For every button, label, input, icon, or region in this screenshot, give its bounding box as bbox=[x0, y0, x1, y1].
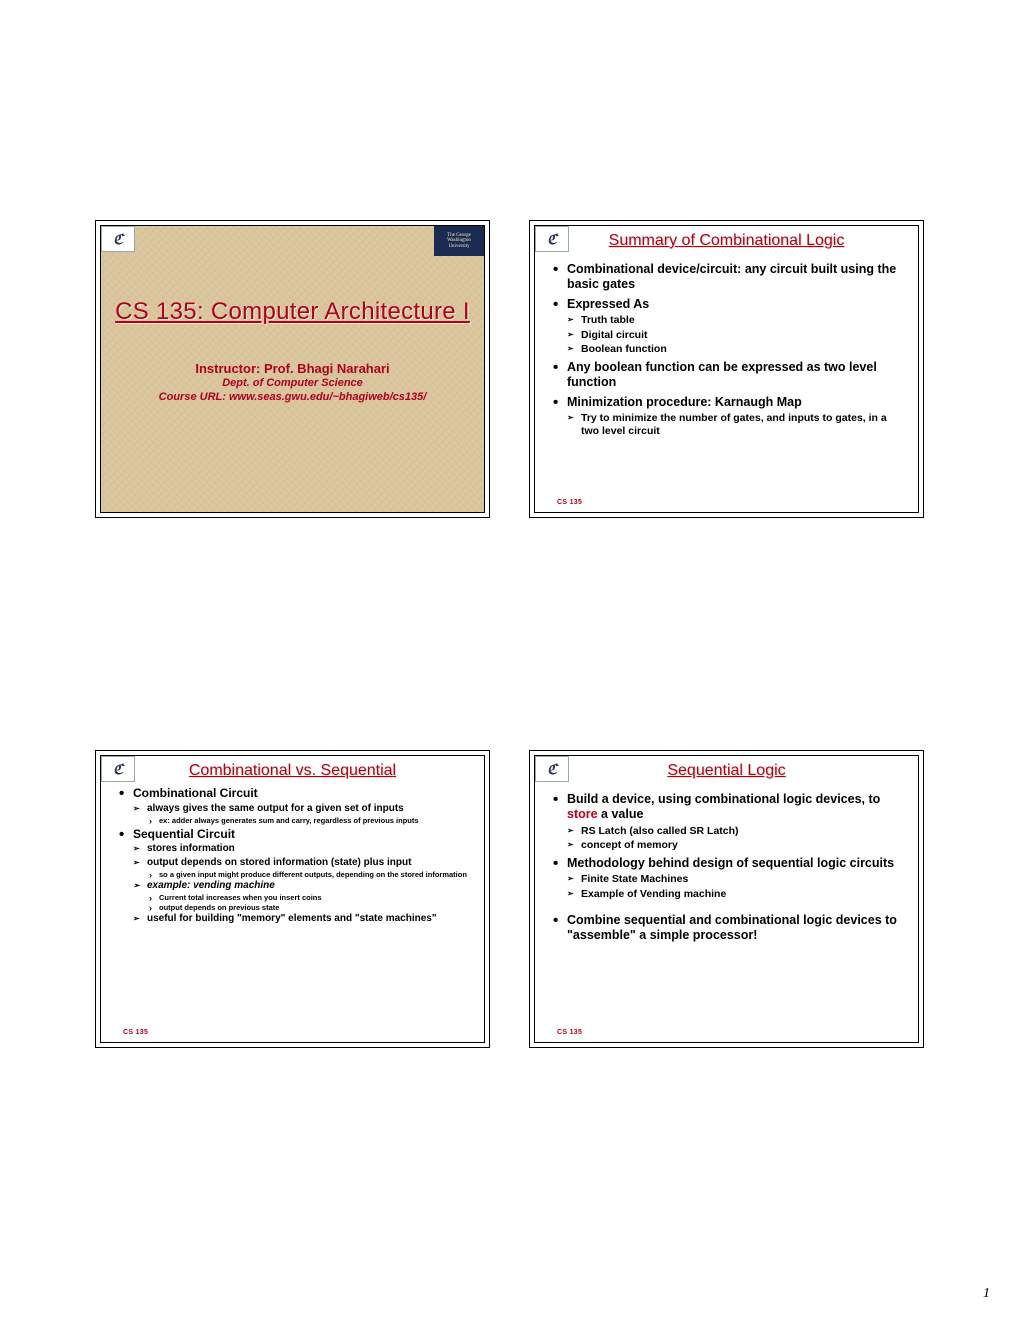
sub-bullet: Digital circuit bbox=[567, 329, 906, 342]
slide-heading: Sequential Logic bbox=[535, 762, 918, 780]
sub-bullet: Example of Vending machine bbox=[567, 888, 906, 901]
slide-heading: Summary of Combinational Logic bbox=[535, 232, 918, 250]
sub-bullet: example: vending machine Current total i… bbox=[133, 880, 472, 912]
slide-grid: ℭ The George Washington University CS 13… bbox=[95, 220, 925, 1048]
course-title: CS 135: Computer Architecture I bbox=[101, 298, 484, 326]
sub-bullet: stores information bbox=[133, 843, 472, 855]
bullet: Combinational Circuit always gives the s… bbox=[119, 786, 472, 825]
footer-code: CS 135 bbox=[557, 1029, 582, 1036]
dept-line: Dept. of Computer Science bbox=[101, 377, 484, 389]
bullet: Methodology behind design of sequential … bbox=[553, 856, 906, 901]
sub-sub-bullet: ex: adder always generates sum and carry… bbox=[147, 816, 472, 825]
footer-code: CS 135 bbox=[123, 1029, 148, 1036]
footer-code: CS 135 bbox=[557, 499, 582, 506]
bullet: Combine sequential and combinational log… bbox=[553, 913, 906, 944]
bullet: Sequential Circuit stores information ou… bbox=[119, 827, 472, 925]
bullet: Build a device, using combinational logi… bbox=[553, 792, 906, 852]
sub-sub-bullet: output depends on previous state bbox=[147, 903, 472, 912]
bullet: Combinational device/circuit: any circui… bbox=[553, 262, 906, 293]
sub-bullet: Truth table bbox=[567, 314, 906, 327]
sub-sub-bullet: Current total increases when you insert … bbox=[147, 893, 472, 902]
bullet: Any boolean function can be expressed as… bbox=[553, 360, 906, 391]
instructor-line: Instructor: Prof. Bhagi Narahari bbox=[101, 361, 484, 376]
sub-bullet: output depends on stored information (st… bbox=[133, 857, 472, 879]
sub-bullet: Finite State Machines bbox=[567, 873, 906, 886]
sub-bullet: useful for building "memory" elements an… bbox=[133, 913, 472, 925]
page-number: 1 bbox=[983, 1286, 990, 1302]
slide-2: ℭ Summary of Combinational Logic Combina… bbox=[529, 220, 924, 518]
sub-bullet: Try to minimize the number of gates, and… bbox=[567, 412, 906, 438]
slide-1: ℭ The George Washington University CS 13… bbox=[95, 220, 490, 518]
slide-4: ℭ Sequential Logic Build a device, using… bbox=[529, 750, 924, 1048]
slide-3: ℭ Combinational vs. Sequential Combinati… bbox=[95, 750, 490, 1048]
sub-sub-bullet: so a given input might produce different… bbox=[147, 870, 472, 879]
sub-bullet: always gives the same output for a given… bbox=[133, 803, 472, 825]
university-badge: The George Washington University bbox=[434, 226, 484, 256]
sub-bullet: Boolean function bbox=[567, 343, 906, 356]
course-url-line: Course URL: www.seas.gwu.edu/~bhagiweb/c… bbox=[101, 391, 484, 403]
gw-logo-icon: ℭ bbox=[101, 226, 135, 252]
sub-bullet: concept of memory bbox=[567, 839, 906, 852]
slide-heading: Combinational vs. Sequential bbox=[101, 762, 484, 780]
sub-bullet: RS Latch (also called SR Latch) bbox=[567, 825, 906, 838]
bullet: Minimization procedure: Karnaugh Map Try… bbox=[553, 395, 906, 438]
bullet: Expressed As Truth table Digital circuit… bbox=[553, 297, 906, 357]
